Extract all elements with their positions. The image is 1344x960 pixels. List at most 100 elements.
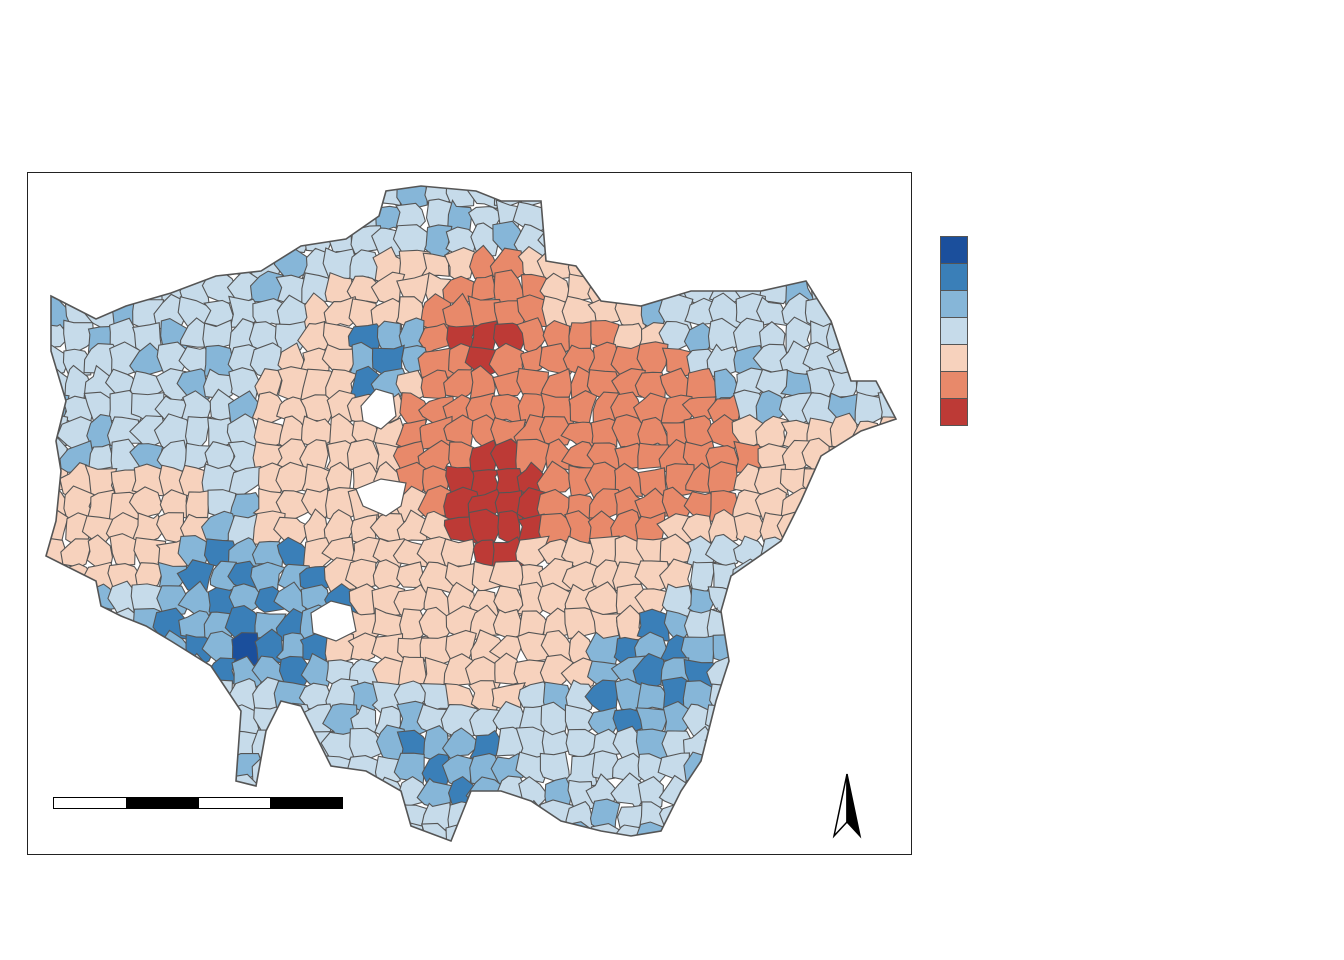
ward-polygon [731, 682, 767, 713]
ward-polygon [276, 702, 312, 735]
ward-polygon [63, 244, 95, 280]
ward-polygon [638, 222, 672, 258]
ward-polygon [660, 186, 697, 211]
ward-polygon [280, 186, 313, 211]
ward-polygon [300, 347, 330, 376]
ward-polygon [875, 633, 896, 670]
ward-polygon [83, 708, 117, 738]
ward-polygon [872, 224, 896, 261]
ward-polygon [176, 251, 212, 283]
ward-polygon [828, 440, 862, 475]
map-frame [27, 172, 912, 855]
ward-polygon [853, 468, 889, 501]
ward-polygon [804, 701, 837, 740]
ward-polygon [350, 821, 383, 841]
ward-polygon [752, 607, 790, 643]
ward-polygon [104, 679, 139, 714]
ward-polygon [105, 222, 141, 262]
ward-polygon [808, 682, 841, 717]
ward-polygon [873, 583, 896, 619]
ward-polygon [57, 199, 92, 232]
ward-polygon [830, 632, 862, 668]
ward-polygon [804, 584, 834, 619]
ward-polygon [876, 730, 896, 762]
ward-polygon [873, 247, 896, 282]
ward-polygon [276, 727, 311, 763]
ward-polygon [734, 196, 765, 232]
ward-polygon [882, 465, 896, 502]
ward-polygon [105, 637, 142, 670]
park-hole-west [355, 478, 407, 517]
ward-polygon [250, 223, 285, 258]
ward-polygon [710, 824, 739, 841]
ward-polygon [877, 186, 896, 211]
ward-polygon [686, 798, 720, 837]
ward-polygon [609, 248, 647, 281]
ward-polygon [782, 708, 817, 739]
ward-polygon [826, 681, 861, 713]
ward-polygon [781, 541, 813, 570]
ward-polygon [46, 247, 70, 281]
ward-polygon [759, 773, 790, 810]
ward-polygon [636, 248, 669, 282]
ward-polygon [540, 823, 575, 841]
ward-polygon [64, 751, 93, 789]
ward-polygon [105, 729, 145, 761]
ward-polygon [46, 654, 69, 689]
ward-polygon [86, 638, 119, 669]
ward-polygon [704, 732, 740, 765]
ward-polygon [901, 491, 913, 521]
ward-polygon [902, 707, 913, 733]
park-hole-north [360, 388, 397, 430]
ward-polygon [177, 826, 215, 841]
ward-polygon [81, 223, 115, 256]
ward-polygon [901, 655, 913, 687]
ward-polygon [156, 823, 187, 841]
ward-polygon [683, 249, 721, 279]
scale-bar-segment-2 [126, 798, 198, 808]
ward-polygon [711, 248, 742, 283]
ward-polygon [60, 655, 91, 690]
legend-swatch-7 [940, 398, 968, 426]
ward-polygon [131, 512, 163, 543]
ward-polygon [46, 730, 74, 763]
ward-polygon [658, 801, 693, 834]
ward-polygon [902, 442, 913, 476]
ward-polygon [805, 513, 842, 546]
ward-polygon [759, 748, 789, 785]
ward-polygon [800, 226, 839, 258]
ward-polygon [617, 271, 643, 305]
choropleth-map [45, 185, 913, 843]
ward-polygon [46, 631, 68, 669]
ward-polygon [274, 205, 313, 237]
ward-polygon [62, 634, 93, 667]
ward-polygon [106, 416, 142, 447]
ward-polygon [733, 611, 769, 641]
scale-bar-segment-3 [198, 798, 270, 808]
ward-polygon [63, 276, 95, 307]
ward-polygon [46, 197, 72, 230]
ward-polygon [87, 196, 116, 234]
ward-polygon [610, 221, 647, 259]
ward-polygon [228, 465, 264, 496]
ward-polygon [108, 701, 145, 741]
legend-swatch-2 [940, 263, 968, 291]
ward-polygon [902, 607, 913, 641]
ward-polygon [129, 733, 167, 763]
ward-polygon [780, 635, 811, 667]
ward-polygon [517, 823, 551, 841]
ward-polygon [831, 535, 865, 571]
ward-polygon [803, 539, 835, 571]
ward-polygon [877, 683, 896, 718]
ward-polygon [781, 679, 816, 717]
ward-polygon [682, 824, 718, 841]
ward-polygon [757, 655, 789, 691]
ward-polygon [81, 515, 115, 548]
ward-polygon [87, 246, 115, 281]
ward-polygon [177, 534, 210, 570]
ward-polygon [898, 631, 913, 666]
ward-polygon [850, 703, 883, 736]
ward-polygon [208, 223, 239, 257]
ward-polygon [227, 824, 263, 841]
ward-polygon [777, 777, 818, 811]
